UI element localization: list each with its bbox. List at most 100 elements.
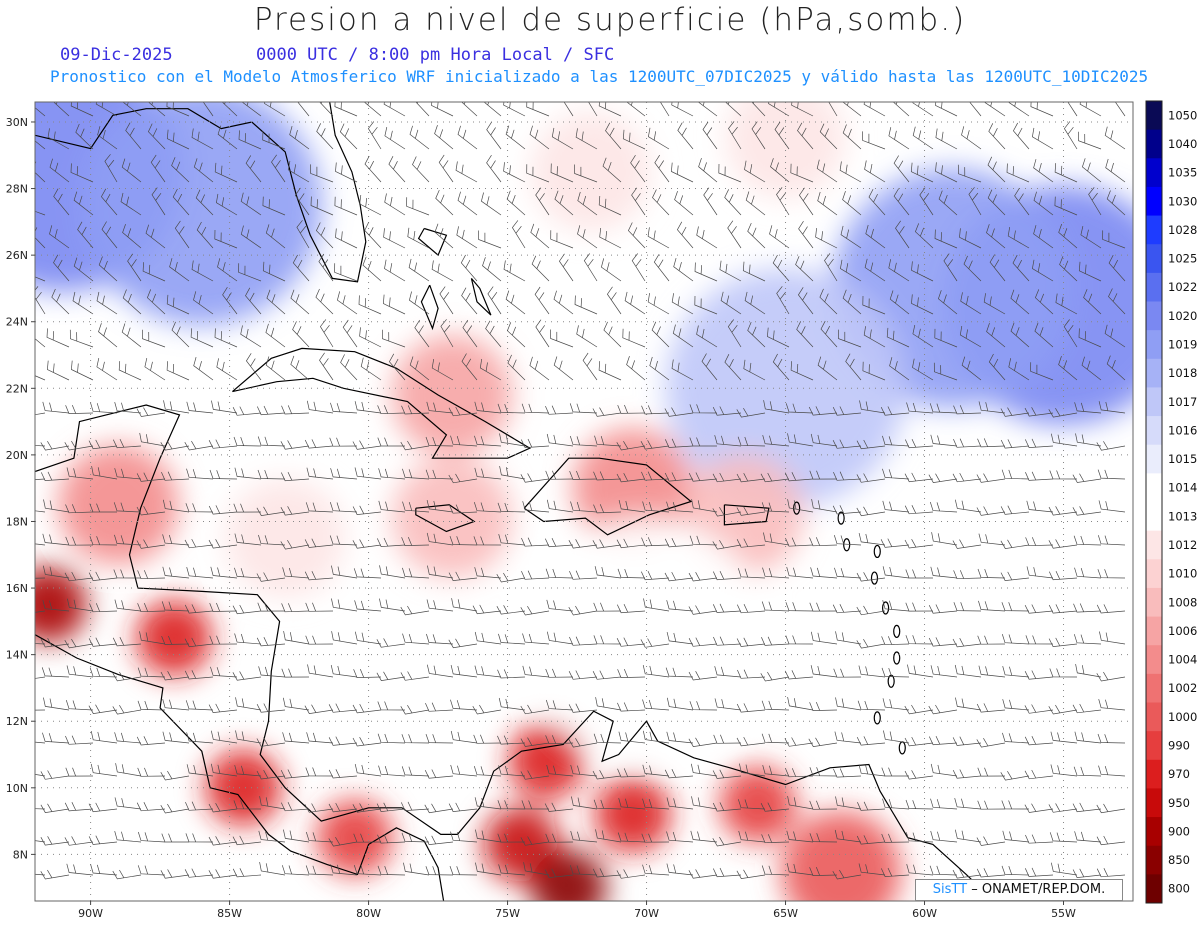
wind-barb xyxy=(642,864,670,876)
wind-barb xyxy=(497,833,526,843)
coastline-3 xyxy=(415,504,476,533)
wind-barb xyxy=(785,635,814,645)
wind-barb xyxy=(1033,159,1054,183)
wind-barb xyxy=(473,765,502,777)
wind-barb xyxy=(1074,731,1102,744)
wind-barb xyxy=(568,605,598,616)
wind-barb xyxy=(383,102,406,117)
wind-barb xyxy=(424,769,454,779)
wind-barb xyxy=(856,605,886,616)
wind-barb xyxy=(1074,402,1102,414)
wind-barb xyxy=(498,633,526,645)
forecast-time: 0000 UTC / 8:00 pm Hora Local / SFC xyxy=(256,45,615,65)
wind-barb xyxy=(257,602,286,612)
wind-barb xyxy=(864,258,886,282)
wind-barb xyxy=(839,161,862,183)
wind-barb xyxy=(352,803,382,813)
wind-barb xyxy=(72,291,94,315)
wind-barb xyxy=(952,736,982,746)
wind-barb xyxy=(694,262,718,282)
wind-barb xyxy=(569,470,598,480)
wind-barb xyxy=(840,259,862,282)
wind-barb xyxy=(474,631,502,645)
wind-barb xyxy=(1096,803,1126,814)
wind-barb xyxy=(1025,635,1054,645)
wind-barb xyxy=(688,671,718,681)
wind-barb xyxy=(328,769,358,779)
wind-barb xyxy=(160,869,190,879)
wind-barb xyxy=(882,435,910,447)
wind-barb xyxy=(534,286,550,315)
wind-barb xyxy=(195,189,214,216)
wind-barb xyxy=(461,287,478,315)
wind-barb xyxy=(691,796,718,810)
wind-barb xyxy=(751,121,766,150)
wind-barb xyxy=(66,467,94,480)
wind-barb xyxy=(280,471,310,482)
wind-barb xyxy=(328,703,358,713)
wind-barb xyxy=(438,154,454,183)
wind-barb xyxy=(833,668,862,678)
wind-barb xyxy=(377,437,405,447)
wind-barb xyxy=(305,502,334,513)
wind-barb xyxy=(1001,469,1030,480)
wind-barb xyxy=(544,868,574,878)
wind-barb xyxy=(127,253,142,282)
wind-barb xyxy=(233,503,262,513)
wind-barb xyxy=(461,353,478,381)
wind-barb xyxy=(809,833,838,843)
wind-barb xyxy=(334,196,358,216)
wind-barb xyxy=(449,535,478,546)
wind-barb xyxy=(499,466,526,480)
wind-barb xyxy=(232,835,262,846)
wind-barb xyxy=(339,123,358,150)
wind-barb xyxy=(409,356,430,381)
wind-barb xyxy=(297,102,310,117)
wind-barb xyxy=(931,532,958,546)
wind-barb xyxy=(449,504,478,514)
wind-barb xyxy=(574,295,598,315)
wind-barb xyxy=(745,191,766,216)
wind-barb xyxy=(498,765,526,777)
wind-barb xyxy=(856,736,886,746)
wind-barb xyxy=(1048,539,1078,549)
wind-barb xyxy=(618,500,646,513)
wind-barb xyxy=(886,327,910,348)
wind-barb xyxy=(858,863,886,876)
wind-barb xyxy=(1072,506,1102,516)
colorbar-label: 1018 xyxy=(1168,366,1197,380)
wind-barb xyxy=(217,125,238,150)
wind-barb xyxy=(520,473,550,483)
pressure-sample-12 xyxy=(35,566,87,643)
wind-barb xyxy=(191,260,214,282)
wind-barb xyxy=(688,605,718,615)
wind-barb xyxy=(712,603,742,613)
wind-barb xyxy=(929,501,958,513)
wind-barb xyxy=(114,732,142,744)
wind-barb xyxy=(1006,163,1030,183)
wind-barb xyxy=(485,320,502,348)
wind-barb xyxy=(408,258,430,282)
wind-barb xyxy=(73,191,94,216)
wind-barb xyxy=(330,665,358,678)
wind-barb xyxy=(402,567,430,579)
wind-barb xyxy=(776,187,790,216)
wind-barb xyxy=(340,354,358,381)
wind-barb xyxy=(834,567,862,579)
wind-barb xyxy=(210,763,238,777)
wind-barb xyxy=(435,189,454,216)
wind-barb xyxy=(988,123,1006,150)
wind-barb xyxy=(810,433,838,447)
wind-barb xyxy=(1072,703,1102,714)
wind-barb xyxy=(364,222,382,249)
wind-barb xyxy=(671,359,694,381)
wind-barb xyxy=(529,356,550,381)
wind-barb xyxy=(35,510,46,513)
wind-barb xyxy=(526,102,550,117)
wind-barb xyxy=(235,697,262,711)
wind-barb xyxy=(503,162,526,183)
wind-barb xyxy=(258,666,286,678)
wind-barb xyxy=(737,568,766,579)
wind-barb xyxy=(114,534,142,546)
wind-barb xyxy=(235,730,262,744)
